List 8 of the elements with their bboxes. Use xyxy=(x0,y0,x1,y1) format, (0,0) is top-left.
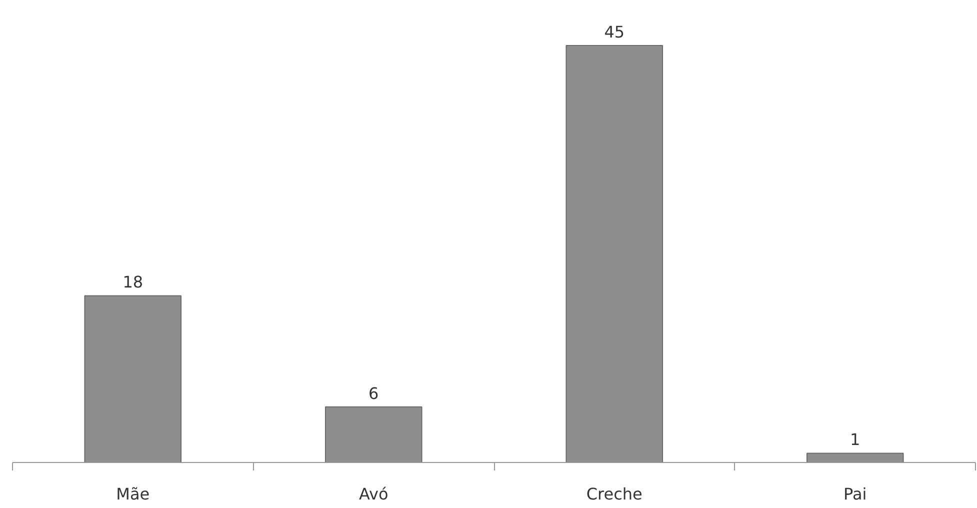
data-label: 6 xyxy=(368,384,379,403)
data-label: 1 xyxy=(850,430,860,450)
x-tick-label: Mãe xyxy=(116,484,150,504)
x-tick-label: Avó xyxy=(358,484,388,504)
data-label: 45 xyxy=(604,22,625,42)
x-tick-label: Creche xyxy=(586,484,642,504)
x-tick-label: Pai xyxy=(844,484,867,504)
data-label: 18 xyxy=(122,272,144,292)
